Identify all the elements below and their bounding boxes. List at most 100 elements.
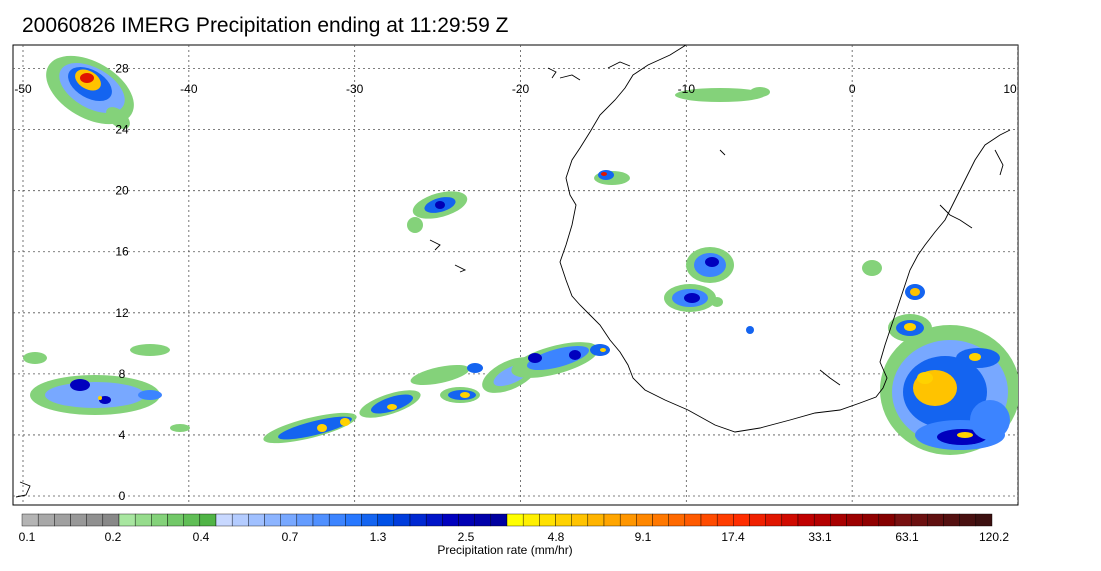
colorbar-cell bbox=[684, 513, 702, 527]
storm-northwest bbox=[46, 55, 134, 129]
colorbar-tick-label: 0.2 bbox=[105, 530, 122, 544]
colorbar-cell bbox=[37, 513, 55, 527]
lat-tick-label: 0 bbox=[119, 489, 126, 503]
colorbar-cell bbox=[199, 513, 217, 527]
colorbar-cell bbox=[312, 513, 330, 527]
colorbar-cell bbox=[539, 513, 556, 527]
colorbar-tick-labels: 0.1 0.2 0.4 0.7 1.3 2.5 4.8 9.1 17.4 33.1 63.1 120.… bbox=[19, 530, 1010, 544]
colorbar-tick-label: 120.2 bbox=[979, 530, 1009, 544]
colorbar-cell bbox=[167, 513, 184, 527]
colorbar-cell bbox=[296, 513, 314, 527]
colorbar-cell bbox=[377, 513, 395, 527]
colorbar-cell bbox=[571, 513, 589, 527]
colorbar-cell bbox=[733, 513, 750, 527]
lat-tick-label: 28 bbox=[115, 62, 129, 76]
lon-tick-label: -30 bbox=[346, 82, 364, 96]
colorbar-cell bbox=[781, 513, 799, 527]
lat-tick-label: 20 bbox=[115, 184, 129, 198]
colorbar-cell bbox=[830, 513, 847, 527]
colorbar-cell bbox=[231, 513, 249, 527]
colorbar-cells bbox=[21, 513, 993, 527]
colorbar-cell bbox=[959, 513, 977, 527]
storm-east-cluster bbox=[862, 260, 1018, 455]
colorbar-cell bbox=[134, 513, 152, 527]
colorbar-cell bbox=[716, 513, 734, 527]
colorbar-cell bbox=[603, 513, 621, 527]
lon-tick-label: 10 bbox=[1003, 82, 1017, 96]
colorbar-cell bbox=[118, 513, 136, 527]
coastline bbox=[15, 45, 1011, 498]
colorbar-cell bbox=[668, 513, 686, 527]
lon-tick-label: -50 bbox=[14, 82, 32, 96]
colorbar-cell bbox=[910, 513, 928, 527]
colorbar-cell bbox=[345, 513, 362, 527]
colorbar-cell bbox=[506, 513, 524, 527]
colorbar-cell bbox=[21, 513, 39, 527]
colorbar-cell bbox=[393, 513, 411, 527]
colorbar-cell bbox=[425, 513, 443, 527]
colorbar-tick-label: 1.3 bbox=[370, 530, 387, 544]
lat-tick-label: 12 bbox=[115, 306, 129, 320]
colorbar-cell bbox=[70, 513, 87, 527]
storm-canary bbox=[594, 170, 630, 185]
colorbar-tick-label: 17.4 bbox=[721, 530, 745, 544]
lon-tick-label: -40 bbox=[180, 82, 198, 96]
colorbar-cell bbox=[442, 513, 459, 527]
storm-west-cluster bbox=[23, 344, 190, 432]
colorbar-cell bbox=[264, 513, 281, 527]
colorbar-cell bbox=[927, 513, 944, 527]
colorbar-cell bbox=[862, 513, 880, 527]
lat-tick-label: 8 bbox=[119, 367, 126, 381]
colorbar-cell bbox=[474, 513, 492, 527]
colorbar-tick-label: 33.1 bbox=[808, 530, 832, 544]
colorbar-cell bbox=[619, 513, 637, 527]
colorbar-cell bbox=[587, 513, 605, 527]
colorbar-cell bbox=[555, 513, 572, 527]
colorbar-cell bbox=[652, 513, 669, 527]
colorbar-tick-label: 63.1 bbox=[895, 530, 919, 544]
colorbar-cell bbox=[409, 513, 427, 527]
colorbar-cell bbox=[943, 513, 960, 527]
colorbar-cell bbox=[328, 513, 346, 527]
colorbar-cell bbox=[215, 513, 233, 527]
colorbar-cell bbox=[522, 513, 540, 527]
colorbar-cell bbox=[490, 513, 508, 527]
colorbar-cell bbox=[458, 513, 475, 527]
colorbar-cell bbox=[749, 513, 766, 527]
colorbar-cell bbox=[878, 513, 896, 527]
lat-tick-label: 4 bbox=[119, 428, 126, 442]
colorbar-cell bbox=[636, 513, 653, 527]
colorbar-tick-label: 4.8 bbox=[548, 530, 565, 544]
colorbar-cell bbox=[797, 513, 815, 527]
lat-tick-label: 16 bbox=[115, 245, 129, 259]
colorbar-cell bbox=[280, 513, 298, 527]
colorbar-tick-label: 2.5 bbox=[458, 530, 475, 544]
colorbar-cell bbox=[700, 513, 718, 527]
lon-tick-label: -10 bbox=[678, 82, 696, 96]
storm-sahel bbox=[664, 87, 770, 334]
lon-tick-label: -20 bbox=[512, 82, 530, 96]
colorbar-cell bbox=[183, 513, 201, 527]
colorbar-cell bbox=[361, 513, 378, 527]
colorbar-cell bbox=[54, 513, 71, 527]
lon-tick-label: 0 bbox=[849, 82, 856, 96]
map-title: 20060826 IMERG Precipitation ending at 1… bbox=[22, 14, 509, 37]
colorbar-tick-label: 9.1 bbox=[635, 530, 652, 544]
colorbar-cell bbox=[102, 513, 120, 527]
storm-itcz-band bbox=[263, 342, 610, 444]
colorbar-tick-label: 0.1 bbox=[19, 530, 36, 544]
colorbar-cell bbox=[86, 513, 104, 527]
colorbar-tick-label: 0.4 bbox=[193, 530, 210, 544]
colorbar-cell bbox=[765, 513, 783, 527]
lat-tick-label: 24 bbox=[115, 123, 129, 137]
colorbar-label: Precipitation rate (mm/hr) bbox=[437, 543, 572, 557]
colorbar-cell bbox=[151, 513, 168, 527]
colorbar-tick-label: 0.7 bbox=[282, 530, 299, 544]
colorbar-cell bbox=[975, 513, 993, 527]
colorbar-cell bbox=[813, 513, 831, 527]
colorbar-cell bbox=[894, 513, 912, 527]
gridlines bbox=[13, 45, 1018, 505]
colorbar-cell bbox=[248, 513, 265, 527]
